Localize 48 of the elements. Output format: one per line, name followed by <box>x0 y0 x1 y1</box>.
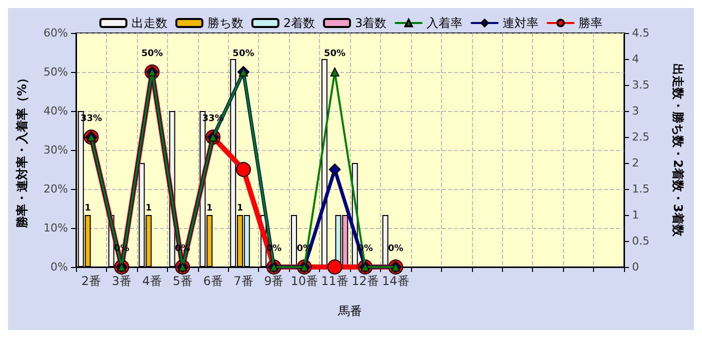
x-tick-label: 6番 <box>203 274 223 288</box>
legend-label: 2着数 <box>283 16 316 30</box>
x-tick-label: 5番 <box>172 274 192 288</box>
data-label: 1 <box>206 204 213 214</box>
x-tick-label: 11番 <box>321 274 348 288</box>
legend-label: 入着率 <box>426 16 463 30</box>
y-tick-label: 60% <box>44 26 68 40</box>
legend-label: 連対率 <box>502 16 539 30</box>
y-tick-label: 0% <box>50 260 68 274</box>
y-tick-label: 40% <box>44 104 68 118</box>
y2-tick-label: 1 <box>632 208 639 222</box>
y2-tick-label: 3.5 <box>632 78 650 92</box>
y2-tick-label: 0 <box>632 260 639 274</box>
data-label: 0% <box>174 244 190 254</box>
y2-axis-title: 出走数・勝ち数・2着数・3着数 <box>671 64 685 238</box>
data-label: 1 <box>236 204 244 214</box>
data-label: 0% <box>114 244 130 254</box>
y-tick-label: 30% <box>44 144 68 156</box>
data-label: 1 <box>84 204 91 214</box>
x-tick-label: 4番 <box>142 274 162 288</box>
y-tick-label: 10% <box>44 222 68 234</box>
data-label: 50% <box>141 49 163 59</box>
legend-label: 出走数 <box>131 16 168 30</box>
y2-tick-label: 2 <box>632 156 639 170</box>
data-label: 0% <box>388 244 404 254</box>
x-tick-label: 14番 <box>382 274 410 288</box>
y-axis-title: 勝率・連対率・入着率（%） <box>15 72 29 230</box>
x-tick-label: 9番 <box>264 274 284 288</box>
legend-label: 勝ち数 <box>207 16 244 30</box>
y2-tick-label: 4.5 <box>632 26 650 40</box>
x-tick-label: 3番 <box>112 274 132 288</box>
y-tick-label: 50% <box>44 66 68 78</box>
legend-label: 3着数 <box>355 16 387 30</box>
x-axis-title: 馬番 <box>337 304 362 318</box>
x-tick-label: 2番 <box>81 274 102 288</box>
data-label: 1 <box>146 204 152 214</box>
y2-tick-label: 3 <box>632 104 639 118</box>
data-label: 50% <box>324 49 346 59</box>
y2-tick-label: 0.5 <box>632 234 650 248</box>
x-tick-label: 10番 <box>290 274 318 288</box>
y2-tick-label: 4 <box>632 52 639 66</box>
y2-tick-label: 2.5 <box>632 130 650 144</box>
y-tick-label: 20% <box>44 182 68 196</box>
data-label: 50% <box>232 49 254 59</box>
legend-label: 勝率 <box>578 16 603 30</box>
x-tick-label: 7番 <box>234 274 254 288</box>
x-tick-label: 12番 <box>352 274 379 288</box>
y2-tick-label: 1.5 <box>632 182 650 196</box>
